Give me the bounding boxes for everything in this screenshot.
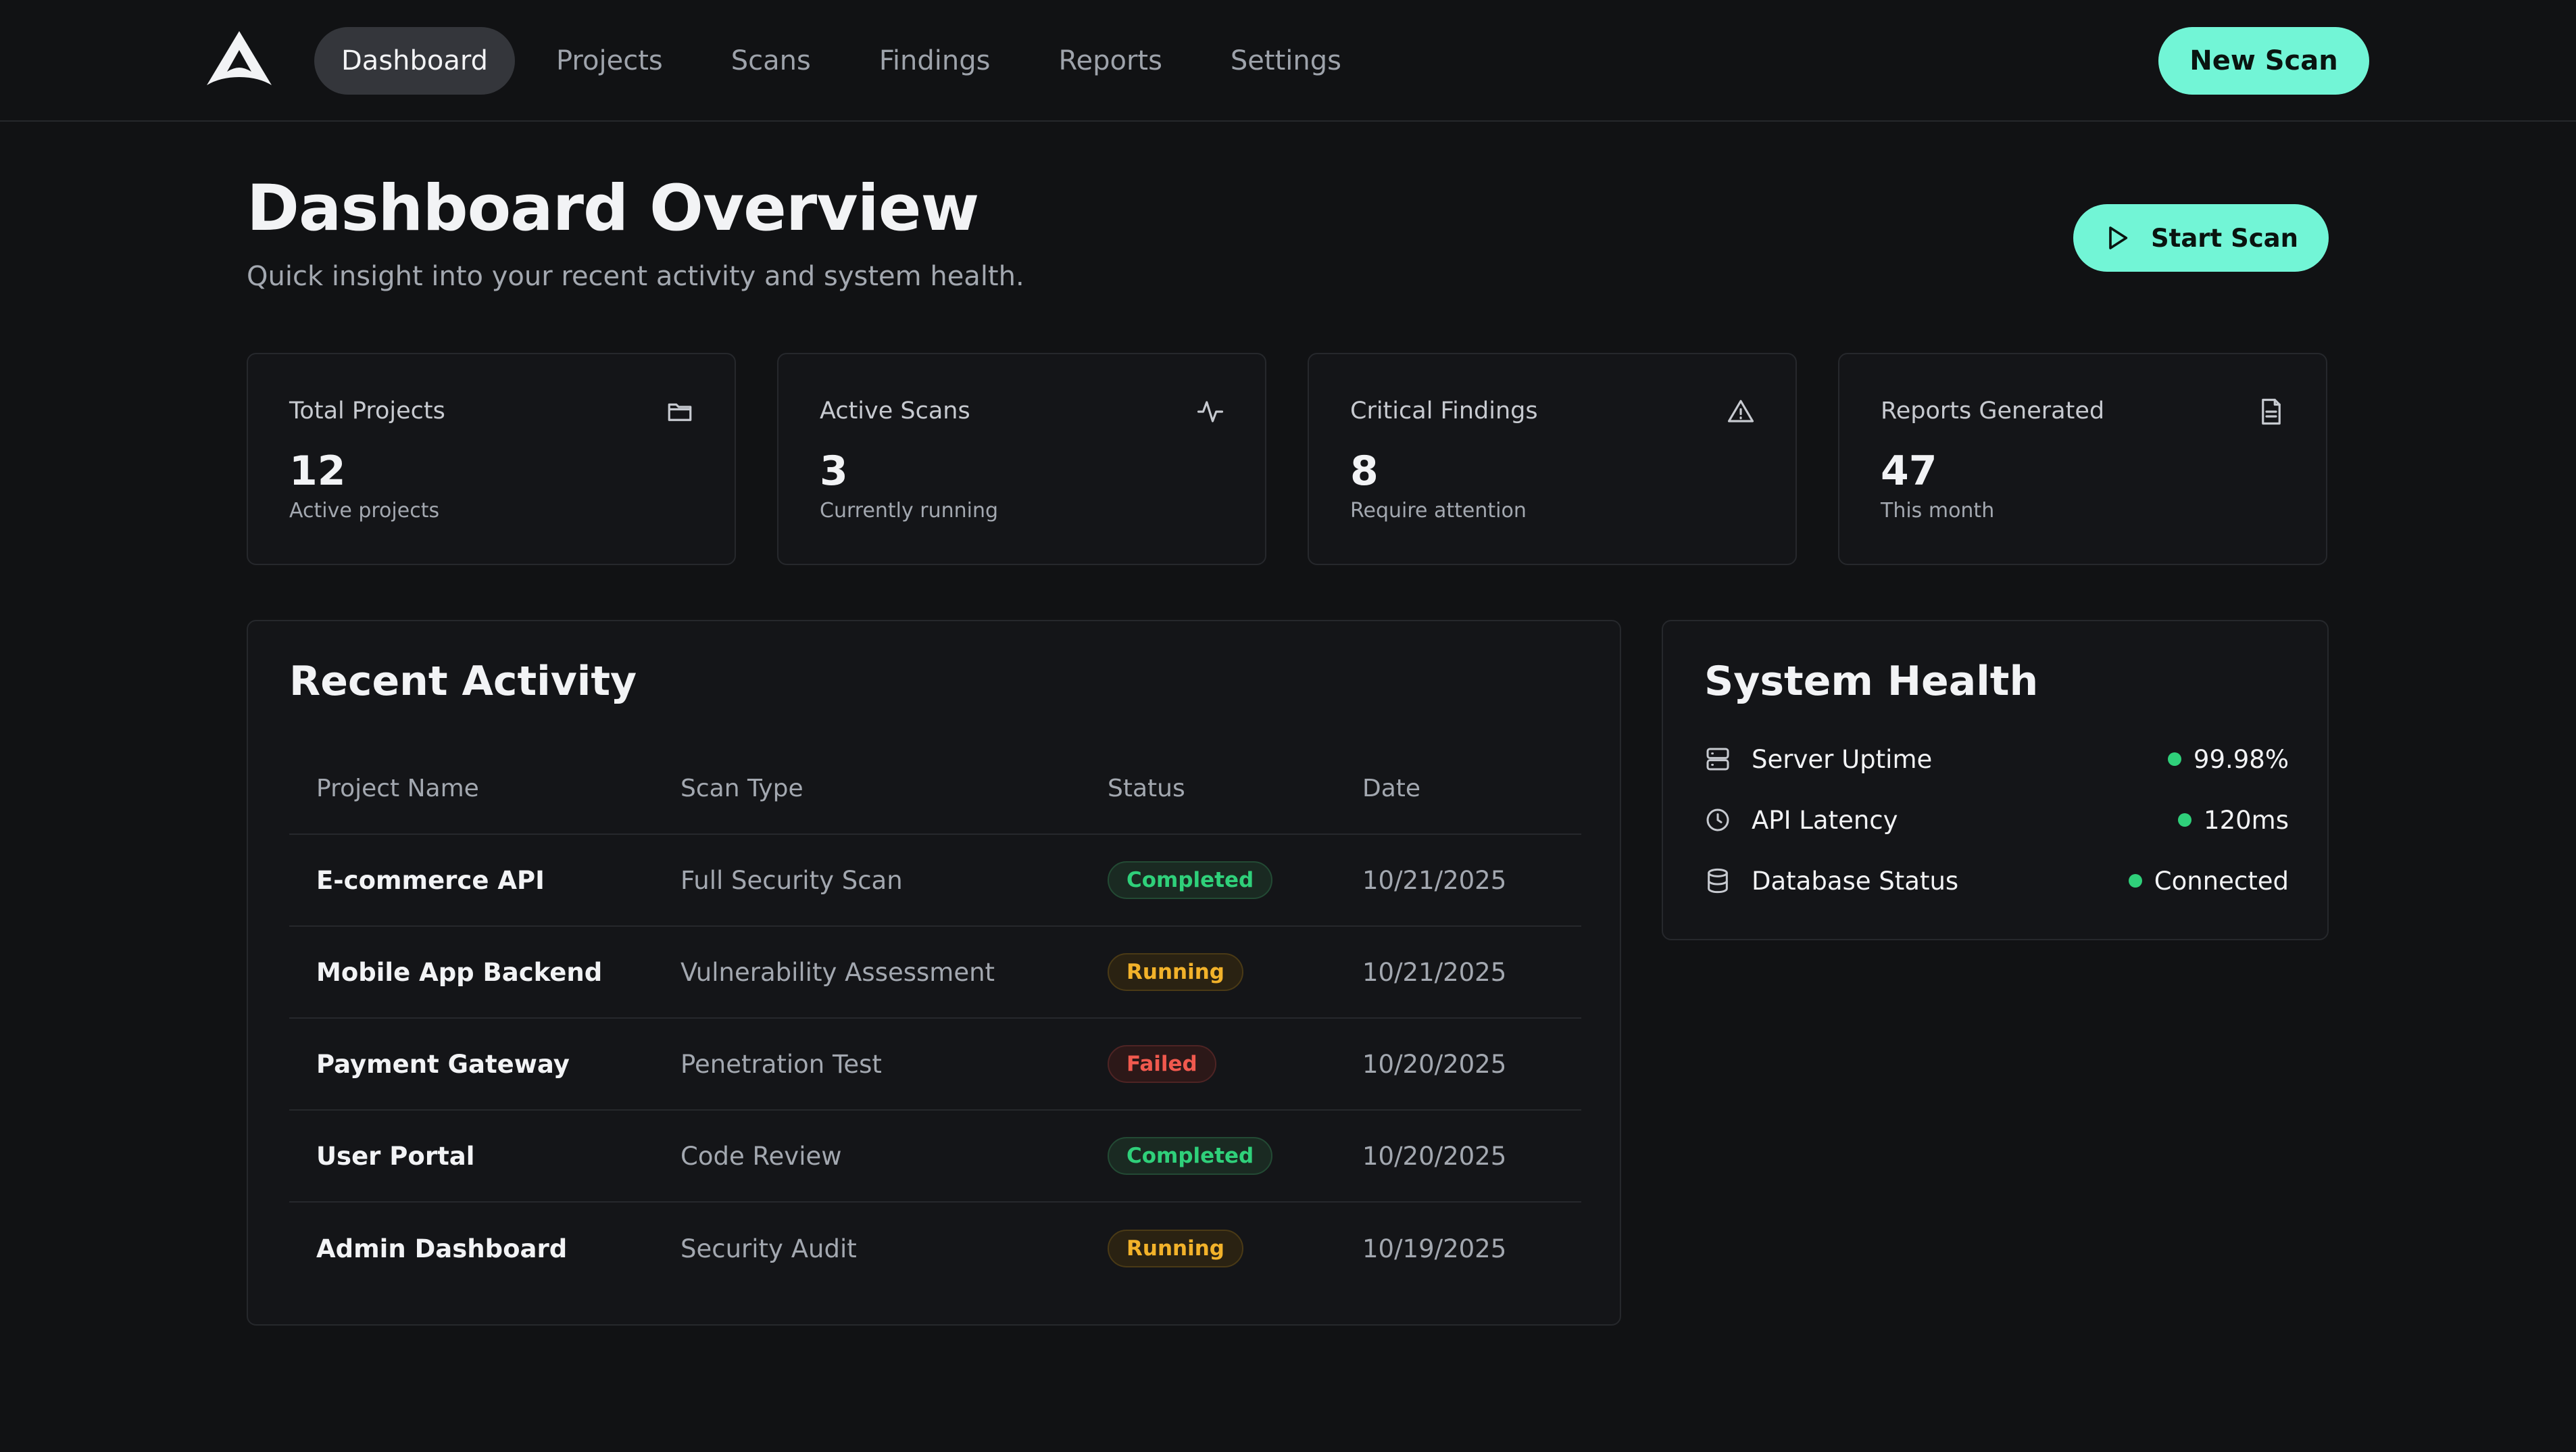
start-scan-label: Start Scan: [2150, 223, 2298, 253]
health-value: 99.98%: [2193, 744, 2289, 774]
scan-type-cell: Security Audit: [680, 1234, 857, 1263]
health-value: 120ms: [2204, 805, 2289, 835]
health-row-server-uptime: Server Uptime 99.98%: [1704, 739, 2289, 779]
date-cell: 10/20/2025: [1362, 1141, 1507, 1171]
stat-value: 8: [1350, 447, 1379, 495]
stat-label: Reports Generated: [1881, 397, 2105, 425]
nav-dashboard[interactable]: Dashboard: [314, 27, 516, 95]
table-row[interactable]: Admin Dashboard Security Audit Running 1…: [289, 1203, 1581, 1294]
system-health-panel: System Health Server Uptime 99.98% API L…: [1662, 620, 2329, 940]
status-badge: Completed: [1108, 1137, 1273, 1175]
status-dot: [2167, 752, 2181, 766]
stat-card-reports-generated: Reports Generated 47 This month: [1838, 353, 2327, 565]
table-row[interactable]: Mobile App Backend Vulnerability Assessm…: [289, 927, 1581, 1019]
nav-settings[interactable]: Settings: [1230, 45, 1341, 76]
status-dot: [2128, 874, 2142, 888]
date-cell: 10/21/2025: [1362, 957, 1507, 987]
file-text-icon: [2262, 398, 2281, 425]
new-scan-button[interactable]: New Scan: [2158, 27, 2369, 95]
table-row[interactable]: User Portal Code Review Completed 10/20/…: [289, 1111, 1581, 1203]
stat-label: Active Scans: [820, 397, 970, 425]
stat-note: Currently running: [820, 499, 999, 523]
top-navbar: Dashboard Projects Scans Findings Report…: [0, 0, 2576, 122]
nav-links: Dashboard Projects Scans Findings Report…: [314, 27, 1383, 95]
system-health-title: System Health: [1704, 658, 2039, 705]
column-header[interactable]: Status: [1108, 774, 1185, 802]
clock-icon: [1706, 808, 1729, 831]
column-header[interactable]: Project Name: [316, 774, 479, 802]
database-icon: [1708, 868, 1728, 894]
status-dot: [2178, 813, 2192, 827]
stat-note: Active projects: [289, 499, 440, 523]
activity-icon: [1197, 401, 1224, 422]
project-name-cell: Mobile App Backend: [316, 957, 603, 987]
status-badge: Completed: [1108, 861, 1273, 899]
health-label: API Latency: [1752, 805, 1898, 835]
status-badge: Running: [1108, 1230, 1243, 1267]
recent-activity-title: Recent Activity: [289, 658, 637, 705]
nav-findings[interactable]: Findings: [878, 45, 991, 76]
start-scan-button[interactable]: Start Scan: [2073, 204, 2329, 272]
page-title: Dashboard Overview: [247, 172, 979, 245]
stat-label: Critical Findings: [1350, 397, 1538, 425]
project-name-cell: User Portal: [316, 1141, 475, 1171]
stat-card-critical-findings: Critical Findings 8 Require attention: [1308, 353, 1797, 565]
project-name-cell: E-commerce API: [316, 865, 545, 895]
nav-reports[interactable]: Reports: [1058, 45, 1162, 76]
health-value: Connected: [2154, 866, 2289, 896]
column-header[interactable]: Scan Type: [680, 774, 803, 802]
scan-type-cell: Penetration Test: [680, 1049, 882, 1079]
scan-type-cell: Full Security Scan: [680, 865, 903, 895]
stat-value: 3: [820, 447, 848, 495]
folder-icon: [668, 403, 692, 421]
stat-value: 47: [1881, 447, 1937, 495]
nav-projects[interactable]: Projects: [556, 45, 663, 76]
health-row-api-latency: API Latency 120ms: [1704, 800, 2289, 840]
stat-card-active-scans: Active Scans 3 Currently running: [777, 353, 1266, 565]
health-label: Server Uptime: [1752, 744, 1933, 774]
activity-table: Project Name Scan Type Status Date E-com…: [289, 743, 1581, 1294]
date-cell: 10/20/2025: [1362, 1049, 1507, 1079]
recent-activity-panel: Recent Activity Project Name Scan Type S…: [247, 620, 1621, 1326]
health-label: Database Status: [1752, 866, 1959, 896]
status-badge: Failed: [1108, 1045, 1216, 1083]
date-cell: 10/19/2025: [1362, 1234, 1507, 1263]
health-row-database-status: Database Status Connected: [1704, 861, 2289, 901]
stat-label: Total Projects: [289, 397, 445, 425]
stat-value: 12: [289, 447, 346, 495]
table-row[interactable]: E-commerce API Full Security Scan Comple…: [289, 835, 1581, 927]
project-name-cell: Payment Gateway: [316, 1049, 570, 1079]
server-icon: [1706, 748, 1729, 771]
stat-note: This month: [1881, 499, 1995, 523]
app-logo-icon[interactable]: [204, 30, 274, 91]
table-row[interactable]: Payment Gateway Penetration Test Failed …: [289, 1019, 1581, 1111]
scan-type-cell: Code Review: [680, 1141, 842, 1171]
nav-scans[interactable]: Scans: [730, 45, 811, 76]
stat-card-total-projects: Total Projects 12 Active projects: [247, 353, 736, 565]
page-subtitle: Quick insight into your recent activity …: [247, 261, 1024, 292]
stat-note: Require attention: [1350, 499, 1527, 523]
date-cell: 10/21/2025: [1362, 865, 1507, 895]
project-name-cell: Admin Dashboard: [316, 1234, 568, 1263]
status-badge: Running: [1108, 953, 1243, 991]
scan-type-cell: Vulnerability Assessment: [680, 957, 995, 987]
play-icon: [2109, 226, 2128, 249]
column-header[interactable]: Date: [1362, 774, 1421, 802]
alert-triangle-icon: [1727, 400, 1754, 422]
table-header: Project Name Scan Type Status Date: [289, 743, 1581, 835]
